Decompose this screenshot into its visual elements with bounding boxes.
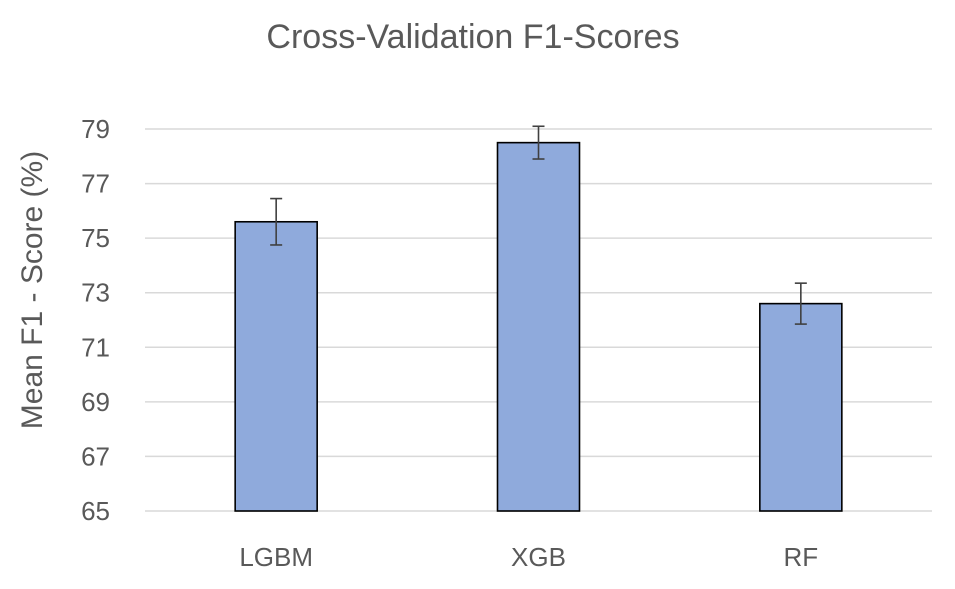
error-bar-lgbm <box>270 197 283 246</box>
error-bar-rf <box>794 282 807 325</box>
error-bar-xgb <box>532 125 545 160</box>
y-tick-label: 73 <box>81 278 110 308</box>
x-category-label: XGB <box>511 542 566 572</box>
bar-xgb <box>496 141 581 512</box>
x-category-label: RF <box>783 542 818 572</box>
bar-lgbm <box>234 220 318 512</box>
y-tick-label: 67 <box>81 441 110 471</box>
error-bars <box>270 125 807 325</box>
y-tick-label: 71 <box>81 332 110 362</box>
y-tick-label: 65 <box>81 496 110 526</box>
y-axis-label: Mean F1 - Score (%) <box>16 151 49 429</box>
y-axis-ticks: 65 67 69 71 73 75 77 79 <box>81 114 110 526</box>
bars <box>234 141 843 512</box>
y-tick-label: 75 <box>81 223 110 253</box>
x-category-label: LGBM <box>239 542 313 572</box>
y-tick-label: 69 <box>81 387 110 417</box>
chart-title: Cross-Validation F1-Scores <box>266 18 679 56</box>
y-tick-label: 77 <box>81 169 110 199</box>
bar-rf <box>759 302 843 512</box>
x-axis-categories: LGBM XGB RF <box>239 542 818 572</box>
y-tick-label: 79 <box>81 114 110 144</box>
